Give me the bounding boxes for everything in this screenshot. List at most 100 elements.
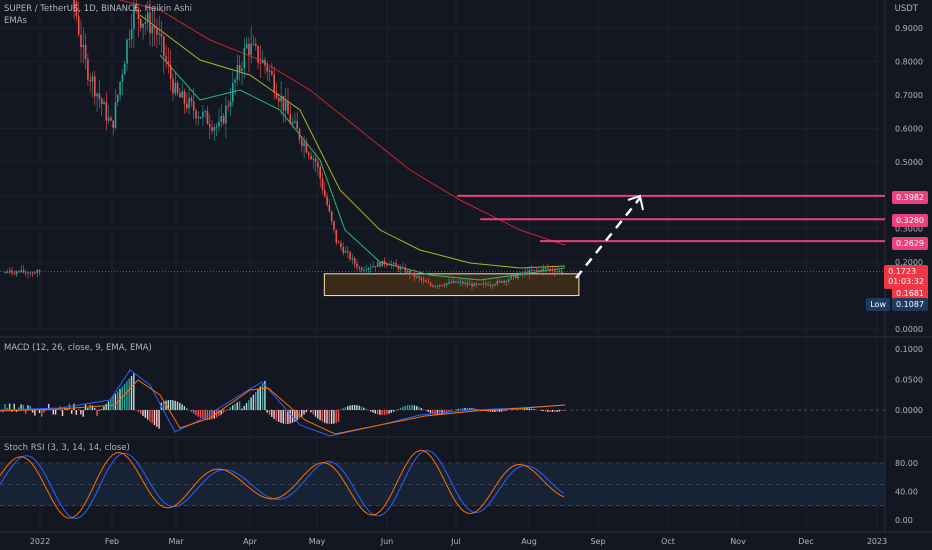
candle-body (498, 280, 501, 282)
macd-histogram-bar (351, 405, 353, 410)
candle-body (172, 78, 174, 94)
candle-body (114, 101, 117, 128)
macd-histogram-bar (29, 405, 31, 410)
candle-body (422, 279, 425, 281)
macd-histogram-bar (234, 403, 236, 410)
candle-body (34, 272, 36, 274)
candle-body (303, 142, 305, 146)
candle-body (473, 283, 476, 287)
candle-body (280, 95, 282, 102)
candle-body (360, 268, 363, 271)
macd-histogram-bar (416, 406, 418, 410)
macd-histogram-bar (45, 410, 48, 411)
macd-histogram-bar (326, 410, 328, 424)
macd-histogram-bar (75, 410, 77, 415)
macd-histogram-bar (248, 400, 250, 410)
macd-histogram-bar (133, 373, 135, 410)
macd-histogram-bar (473, 408, 475, 410)
currency-label: USDT (894, 4, 918, 14)
macd-histogram-bar (38, 410, 41, 414)
candle-body (455, 280, 457, 283)
candle-body (464, 282, 466, 284)
candle-body (153, 25, 156, 29)
macd-histogram-bar (156, 410, 158, 427)
projection-arrow-head (627, 194, 644, 211)
stoch-tick-label: 0.00 (895, 516, 913, 525)
candle-body (94, 76, 96, 97)
macd-histogram-bar (280, 410, 282, 423)
candle-body (181, 91, 183, 98)
candle-body (528, 269, 531, 274)
macd-histogram-bar (112, 396, 114, 410)
candle-body (199, 117, 202, 119)
candle-body (13, 273, 16, 275)
macd-histogram-bar (43, 410, 45, 413)
macd-histogram-bar (342, 408, 344, 410)
macd-histogram-bar (140, 410, 142, 414)
x-tick-label: Jul (450, 537, 461, 546)
macd-histogram-bar (347, 406, 349, 410)
candle-body (100, 98, 103, 105)
macd-histogram-bar (278, 410, 280, 422)
macd-histogram-bar (149, 410, 151, 422)
macd-histogram-bar (61, 410, 64, 417)
macd-histogram-bar (192, 410, 195, 414)
macd-histogram-bar (471, 408, 473, 410)
candle-body (542, 268, 545, 272)
candle-body (356, 263, 358, 268)
candle-body (376, 262, 379, 267)
price-tick-label: 0.7000 (895, 91, 923, 100)
candle-body (452, 280, 455, 283)
candle-body (160, 33, 163, 37)
candle-body (324, 189, 326, 197)
candle-body (379, 262, 381, 267)
stoch-tick-label: 80.00 (895, 459, 918, 468)
macd-histogram-bar (34, 410, 36, 416)
candle-body (393, 263, 395, 265)
candle-body (514, 275, 517, 279)
macd-histogram-bar (103, 406, 105, 410)
candle-body (307, 152, 310, 156)
candle-body (358, 267, 361, 269)
macd-histogram-bar (531, 408, 533, 410)
macd-histogram-bar (344, 407, 347, 410)
macd-histogram-bar (236, 402, 238, 410)
candle-body (314, 158, 317, 162)
macd-histogram-bar (195, 410, 197, 416)
candle-body (291, 122, 294, 124)
macd-histogram-bar (211, 410, 213, 420)
macd-histogram-bar (305, 410, 307, 413)
candle-body (521, 272, 524, 274)
candle-body (556, 271, 558, 273)
macd-histogram-bar (229, 407, 232, 410)
price-tick-label: 0.0000 (895, 325, 923, 334)
candle-body (84, 44, 87, 60)
candle-body (370, 267, 372, 269)
candle-body (245, 44, 248, 49)
macd-histogram-bar (439, 410, 441, 415)
candle-body (491, 284, 494, 286)
x-tick-label: Mar (168, 537, 184, 546)
candle-body (319, 167, 321, 179)
macd-histogram-bar (358, 405, 360, 410)
candle-body (372, 266, 374, 268)
macd-histogram-bar (190, 410, 192, 412)
candle-body (457, 282, 459, 284)
candle-body (137, 8, 140, 20)
macd-histogram-bar (153, 410, 156, 426)
candle-body (505, 280, 508, 282)
macd-histogram-bar (259, 386, 261, 410)
macd-histogram-bar (432, 410, 434, 414)
macd-histogram-bar (142, 410, 144, 416)
candle-body (439, 284, 441, 286)
candle-body (15, 271, 18, 275)
macd-histogram-bar (114, 393, 117, 410)
macd-histogram-bar (89, 404, 91, 410)
candle-body (36, 270, 39, 273)
macd-histogram-bar (94, 408, 96, 410)
candle-body (130, 28, 133, 39)
macd-histogram-bar (284, 410, 287, 424)
candle-body (443, 285, 446, 287)
macd-histogram-bar (498, 410, 501, 412)
